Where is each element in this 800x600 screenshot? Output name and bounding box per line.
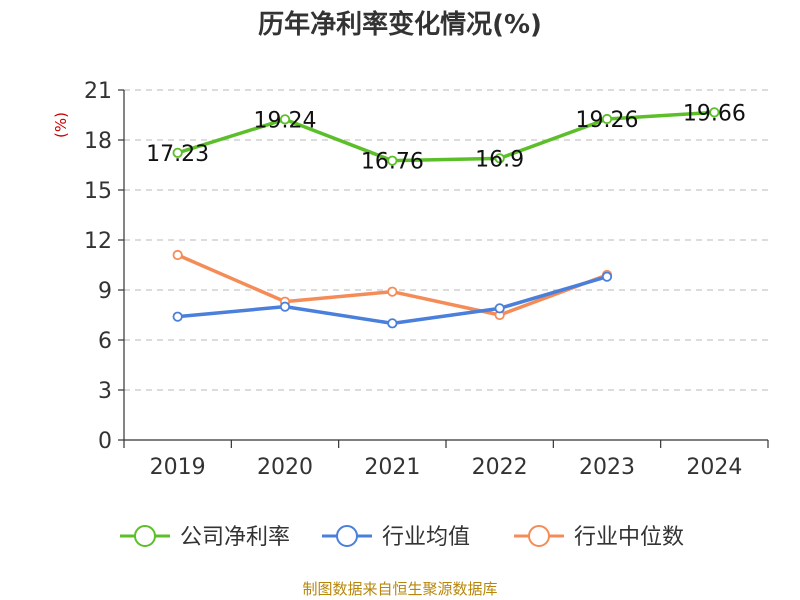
y-tick-label: 0 (98, 429, 112, 454)
series-point (494, 303, 505, 314)
legend-marker (134, 525, 156, 547)
series-point (172, 311, 183, 322)
legend-marker (528, 525, 550, 547)
source-note: 制图数据来自恒生聚源数据库 (302, 580, 497, 598)
series-point (279, 301, 291, 312)
series-point (387, 318, 398, 329)
data-label: 16.9 (475, 147, 524, 172)
data-label: 19.26 (576, 108, 639, 133)
chart-title: 历年净利率变化情况(%) (258, 9, 542, 40)
legend-label: 公司净利率 (180, 525, 290, 550)
data-label: 16.76 (361, 150, 424, 175)
x-tick-label: 2019 (150, 455, 206, 480)
series-line (176, 253, 608, 317)
series-point (172, 147, 183, 158)
x-tick-label: 2021 (364, 455, 420, 480)
x-tick-label: 2023 (579, 455, 635, 480)
series-point (601, 113, 613, 125)
series-point (709, 107, 720, 118)
series-point (387, 155, 398, 166)
series-layer (172, 107, 720, 329)
y-tick-label: 6 (98, 329, 112, 354)
y-axis-label: (%) (52, 112, 70, 138)
series-point (279, 114, 291, 125)
series-point (601, 271, 613, 282)
data-label: 19.24 (254, 108, 317, 133)
legend-marker (336, 525, 358, 547)
axes: 0 3 6 9 12 15 18 21 2019 2020 2021 2022 2023 2024 (84, 79, 769, 480)
x-tick-label: 2020 (257, 455, 313, 480)
y-tick-label: 9 (98, 279, 112, 304)
legend-label: 行业均值 (382, 525, 470, 550)
series-point (494, 153, 505, 164)
y-tick-label: 15 (84, 179, 112, 204)
y-tick-label: 12 (84, 229, 112, 254)
legend-label: 行业中位数 (574, 525, 684, 550)
y-tick-label: 3 (98, 379, 112, 404)
series-line (177, 110, 715, 163)
data-label: 17.23 (146, 142, 209, 167)
y-tick-label: 18 (84, 129, 112, 154)
data-labels: 17.23 19.24 16.76 16.9 19.26 19.66 (146, 101, 746, 174)
y-tick-label: 21 (84, 79, 112, 104)
data-label: 19.66 (683, 101, 746, 126)
x-tick-label: 2024 (686, 455, 742, 480)
legend: 公司净利率 行业均值 行业中位数 (120, 525, 684, 550)
series-point (172, 249, 183, 261)
x-tick-label: 2022 (472, 455, 528, 480)
series-point (387, 286, 398, 297)
grid (124, 89, 768, 391)
